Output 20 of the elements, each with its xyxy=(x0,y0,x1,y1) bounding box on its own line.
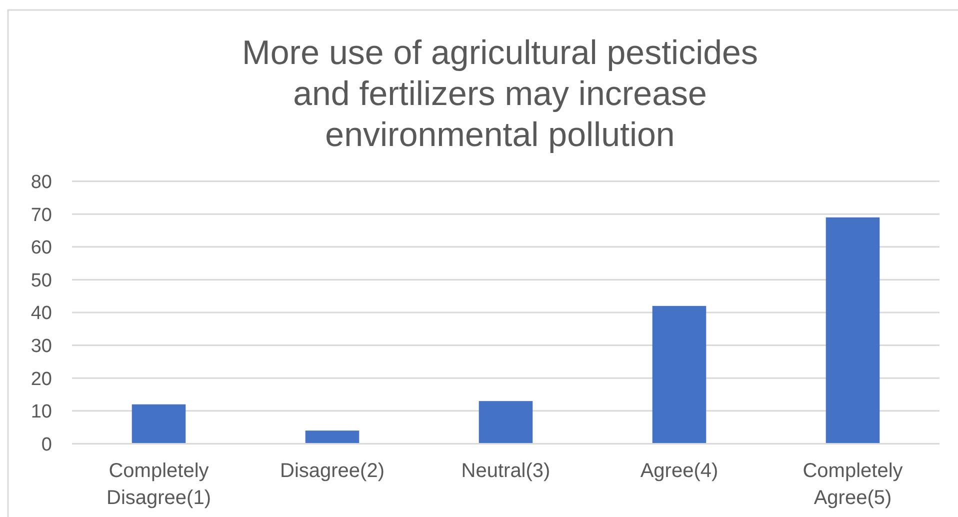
y-tick-label: 60 xyxy=(30,238,52,259)
bar xyxy=(132,404,186,444)
y-tick-label: 0 xyxy=(41,434,52,456)
y-tick-label: 30 xyxy=(30,336,52,357)
bar xyxy=(652,306,706,444)
chart-title: More use of agricultural pesticides and fertilizers may increase environmental pollution xyxy=(242,34,758,154)
y-tick-label: 70 xyxy=(30,204,52,226)
y-tick-label: 20 xyxy=(30,368,52,390)
y-tick-label: 50 xyxy=(30,270,52,292)
x-tick-label: Completely Disagree(1) xyxy=(106,460,211,509)
x-tick-label: Disagree(2) xyxy=(280,460,384,482)
y-tick-label: 40 xyxy=(30,303,52,324)
x-tick-label: Completely Agree(5) xyxy=(802,460,903,509)
x-tick-label: Neutral(3) xyxy=(461,460,550,482)
bar xyxy=(305,430,360,444)
y-tick-label: 80 xyxy=(30,172,52,193)
bar xyxy=(478,401,533,444)
x-tick-label: Agree(4) xyxy=(640,460,718,482)
y-tick-label: 10 xyxy=(30,402,52,423)
bar xyxy=(826,217,880,444)
